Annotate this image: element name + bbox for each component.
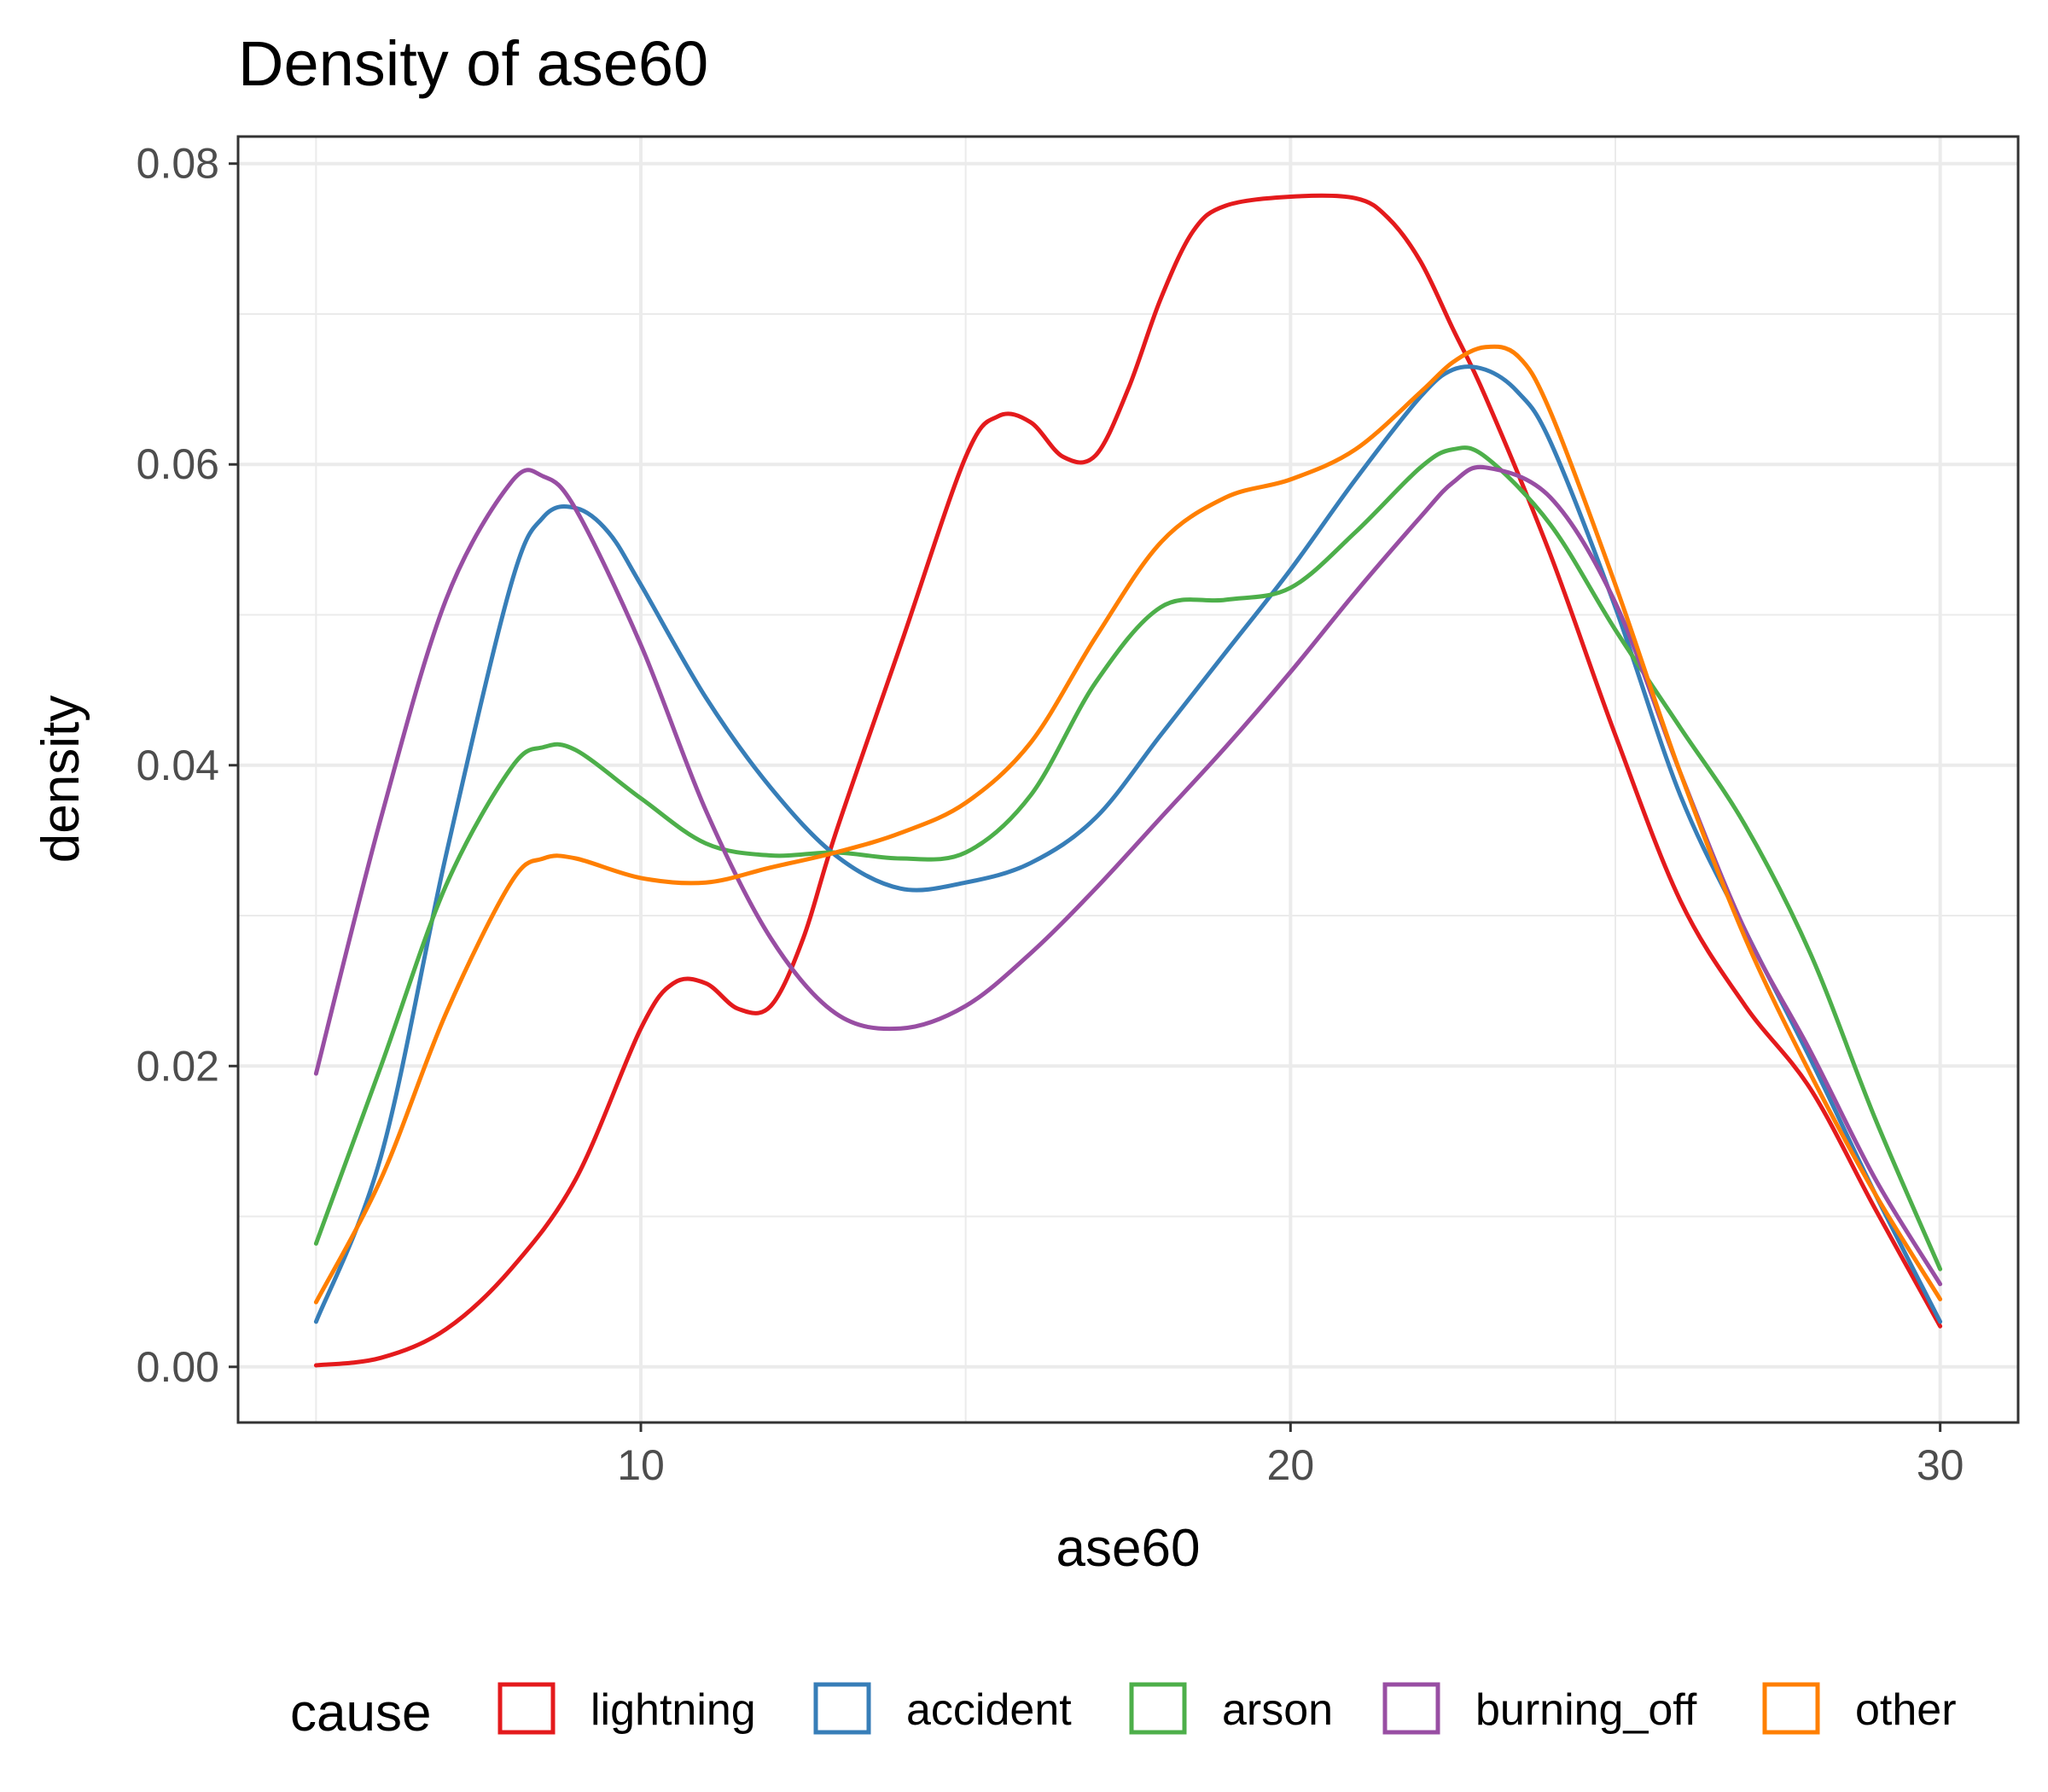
legend-label-burning-off: burning_off (1475, 1685, 1697, 1735)
legend-label-other: other (1855, 1685, 1957, 1735)
plot-panel-border (236, 135, 2020, 1424)
x-axis: 10 20 30 (617, 1423, 1964, 1489)
minor-gridlines (238, 137, 2018, 1423)
density-lines (313, 193, 1943, 1368)
series-line-accident (313, 364, 1943, 1324)
y-tick-label: 0.06 (137, 440, 219, 488)
y-tick-label: 0.08 (137, 140, 219, 188)
legend-label-accident: accident (906, 1685, 1072, 1735)
chart-title: Density of ase60 (238, 28, 708, 99)
major-gridlines (238, 137, 2018, 1423)
y-tick-label: 0.00 (137, 1343, 219, 1391)
y-tick-label: 0.02 (137, 1042, 219, 1090)
x-tick-label: 20 (1267, 1441, 1315, 1489)
legend-key-burning-off (1382, 1682, 1440, 1735)
series-line-arson (313, 445, 1943, 1271)
y-tick-label: 0.04 (137, 742, 219, 789)
y-axis-title: density (32, 695, 90, 863)
legend-label-lightning: lightning (591, 1685, 756, 1735)
series-line-lightning (313, 193, 1943, 1368)
series-line-other (313, 344, 1943, 1305)
legend-key-other (1762, 1682, 1820, 1735)
x-axis-title: ase60 (1056, 1519, 1201, 1578)
legend-key-accident (813, 1682, 871, 1735)
legend-title: cause (290, 1684, 431, 1743)
x-tick-label: 30 (1917, 1441, 1964, 1489)
legend-key-lightning (497, 1682, 556, 1735)
x-tick-label: 10 (617, 1441, 665, 1489)
legend: cause lightning accident arson burning_off o… (290, 1682, 1957, 1743)
legend-label-arson: arson (1222, 1685, 1333, 1735)
y-axis: 0.00 0.02 0.04 0.06 0.08 (137, 140, 238, 1391)
legend-key-arson (1129, 1682, 1187, 1735)
